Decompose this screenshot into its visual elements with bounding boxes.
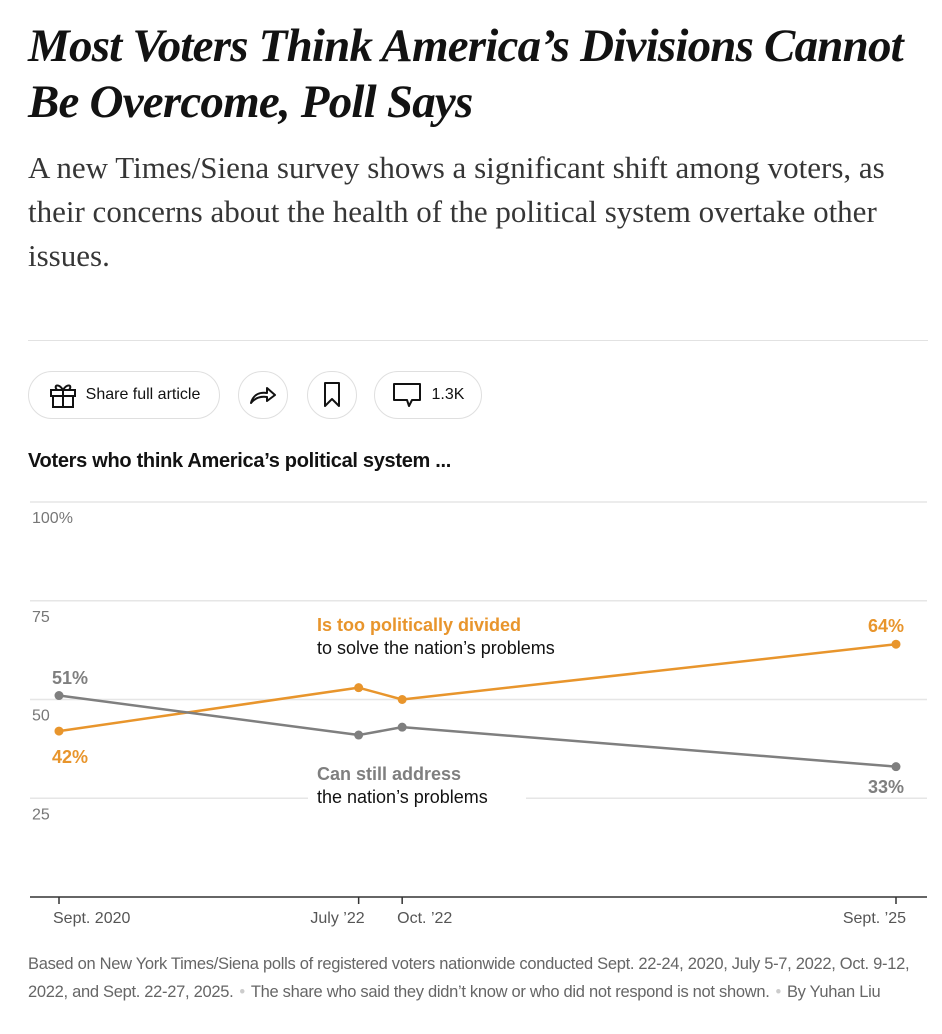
- series-line: [58, 694, 897, 768]
- source-note: Based on New York Times/Siena polls of r…: [28, 955, 910, 1001]
- x-tick-label: July ’22: [310, 910, 364, 927]
- share-arrow-icon: [249, 384, 277, 406]
- share-full-article-button[interactable]: Share full article: [28, 371, 220, 419]
- end-value-label: 64%: [868, 616, 904, 636]
- summary: A new Times/Siena survey shows a signifi…: [28, 150, 885, 273]
- comments-count: 1.3K: [431, 386, 465, 403]
- x-tick-label: Sept. 2020: [53, 910, 131, 927]
- bookmark-button[interactable]: [307, 371, 357, 419]
- y-tick-label: 50: [32, 708, 50, 725]
- chart-title: Voters who think America’s political sys…: [28, 450, 452, 472]
- gift-icon: [48, 381, 78, 409]
- data-point: [354, 683, 364, 693]
- data-point: [54, 691, 64, 701]
- article-header: Most Voters Think America’s Divisions Ca…: [28, 18, 933, 278]
- share-label: Share full article: [85, 386, 201, 403]
- byline: By Yuhan Liu: [786, 983, 881, 1001]
- start-value-label: 51%: [52, 668, 88, 688]
- y-tick-label: 75: [32, 609, 50, 626]
- chart-footnote: Based on New York Times/Siena polls of r…: [28, 955, 910, 1001]
- data-point: [397, 722, 407, 732]
- data-point: [891, 639, 901, 649]
- comments-button[interactable]: 1.3K: [374, 371, 482, 419]
- series-name: Can still address: [317, 764, 461, 784]
- divider: [28, 340, 928, 341]
- data-note: The share who said they didn’t know or w…: [250, 983, 770, 1001]
- data-point: [397, 695, 407, 704]
- series-line: [58, 642, 897, 733]
- bookmark-icon: [323, 381, 341, 409]
- series-name-suffix: the nation’s problems: [317, 787, 488, 807]
- start-value-label: 42%: [52, 747, 88, 767]
- label-bg: [308, 757, 526, 809]
- y-tick-label: 100%: [32, 510, 73, 527]
- end-value-label: 33%: [868, 777, 904, 797]
- x-tick-label: Oct. ’22: [397, 910, 452, 927]
- x-tick-label: Sept. ’25: [843, 910, 906, 927]
- label-bg: [308, 608, 608, 660]
- data-point: [891, 762, 901, 772]
- line-chart: 100% 75 50 25 Sept. 2020 July ’22 Oct. ’22 Sept…: [30, 501, 927, 927]
- comment-icon: [392, 381, 422, 409]
- y-tick-label: 25: [32, 806, 50, 823]
- share-button[interactable]: [238, 371, 288, 419]
- series-name: Is too politically divided: [317, 615, 521, 635]
- headline: Most Voters Think America’s Divisions Ca…: [28, 20, 904, 128]
- series-name-suffix: to solve the nation’s problems: [317, 638, 555, 658]
- data-point: [354, 730, 364, 740]
- data-point: [54, 726, 64, 736]
